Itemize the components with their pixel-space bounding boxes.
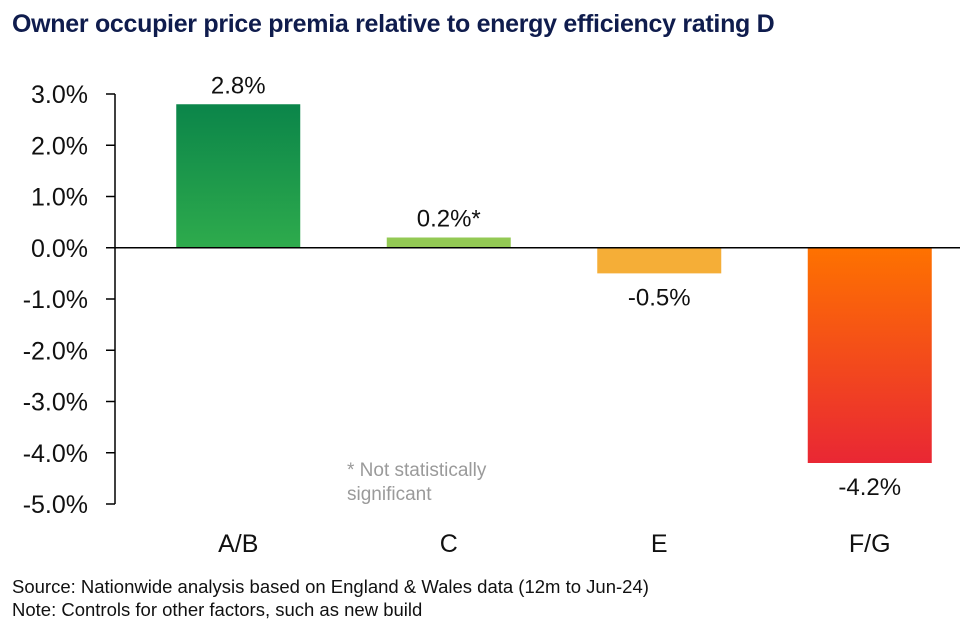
y-tick-label: 0.0%: [31, 235, 88, 263]
category-label: C: [440, 530, 458, 558]
value-label: 0.2%*: [417, 206, 481, 233]
significance-note-line-1: * Not statistically: [347, 460, 487, 481]
y-tick-label: -3.0%: [23, 389, 88, 417]
significance-note: * Not statistically significant: [347, 459, 486, 507]
y-axis: 3.0% 2.0% 1.0% 0.0% -1.0% -2.0% -3.0% -4.0% -5.0…: [23, 81, 960, 519]
value-label: -0.5%: [628, 284, 691, 311]
bar-a-b: [176, 104, 301, 248]
y-tick-label: 3.0%: [31, 81, 88, 109]
chart-footer: Source: Nationwide analysis based on Eng…: [12, 575, 649, 621]
y-tick-label: -2.0%: [23, 337, 88, 365]
category-label: F/G: [849, 530, 891, 558]
y-tick-label: -1.0%: [23, 286, 88, 314]
chart-title: Owner occupier price premia relative to …: [12, 10, 775, 38]
bar-chart: 3.0% 2.0% 1.0% 0.0% -1.0% -2.0% -3.0% -4.0% -5.0…: [23, 72, 960, 558]
bar-c: [386, 237, 511, 248]
category-label: A/B: [218, 530, 258, 558]
value-label: 2.8%: [211, 72, 266, 99]
y-tick-label: -4.0%: [23, 440, 88, 468]
y-tick-label: -5.0%: [23, 491, 88, 519]
note-text: Note: Controls for other factors, such a…: [12, 599, 423, 620]
significance-note-line-2: significant: [347, 484, 432, 505]
bar-f-g: [807, 247, 932, 463]
labels-layer: 2.8% A/B 0.2%* C -0.5% E -4.2% F/G: [211, 72, 901, 558]
value-label: -4.2%: [838, 474, 901, 501]
y-tick-label: 2.0%: [31, 132, 88, 160]
source-text: Source: Nationwide analysis based on Eng…: [12, 576, 649, 597]
bars-layer: [176, 104, 932, 463]
y-tick-label: 1.0%: [31, 184, 88, 212]
category-label: E: [651, 530, 668, 558]
bar-e: [597, 247, 722, 274]
